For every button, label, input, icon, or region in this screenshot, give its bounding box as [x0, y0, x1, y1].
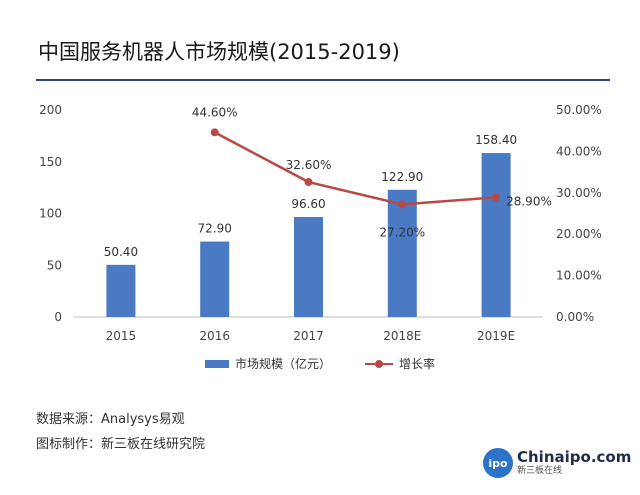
- left-axis-tick-label: 0: [54, 310, 62, 324]
- growth-rate-point: [398, 200, 407, 209]
- right-axis-tick-label: 10.00%: [556, 269, 602, 283]
- right-axis-tick-label: 30.00%: [556, 186, 602, 200]
- chart-credit: 图标制作：新三板在线研究院: [36, 437, 206, 452]
- left-axis-tick-label: 200: [39, 103, 62, 117]
- legend-item-line: 增长率: [365, 355, 435, 372]
- bar: [481, 153, 511, 317]
- right-axis-tick-label: 20.00%: [556, 227, 602, 241]
- data-source: 数据来源：Analysys易观: [36, 412, 185, 427]
- bar: [106, 264, 136, 317]
- growth-rate-point: [210, 128, 219, 137]
- bar-data-label: 50.40: [104, 245, 138, 259]
- legend-line-swatch: [365, 359, 393, 369]
- legend-line-label: 增长率: [399, 357, 436, 371]
- x-axis-tick-label: 2016: [199, 329, 230, 343]
- bar: [200, 241, 230, 317]
- chart-title: 中国服务机器人市场规模(2015-2019): [38, 40, 400, 64]
- right-axis-tick-label: 50.00%: [556, 103, 602, 117]
- bar-data-label: 72.90: [198, 222, 232, 236]
- x-axis-tick-label: 2015: [106, 329, 137, 343]
- left-axis-tick-label: 100: [39, 207, 62, 221]
- bar-data-label: 96.60: [291, 197, 325, 211]
- left-axis-tick-label: 150: [39, 155, 62, 169]
- bar-data-label: 158.40: [475, 133, 517, 147]
- growth-rate-label: 28.90%: [506, 194, 552, 208]
- x-axis-tick-label: 2019E: [477, 329, 515, 343]
- chinaipo-logo: ipo Chinaipo.com 新三板在线: [483, 446, 631, 480]
- legend-bar-swatch: [204, 359, 229, 368]
- growth-rate-point: [304, 178, 313, 187]
- growth-rate-label: 44.60%: [192, 105, 238, 119]
- growth-rate-label: 27.20%: [379, 225, 425, 239]
- x-axis-tick-label: 2018E: [383, 329, 421, 343]
- growth-rate-line: [214, 131, 497, 206]
- left-axis-tick-label: 50: [47, 258, 62, 272]
- title-divider: [36, 79, 610, 81]
- right-axis-tick-label: 0.00%: [556, 310, 594, 324]
- growth-rate-point: [492, 193, 501, 202]
- bar-data-label: 122.90: [381, 170, 423, 184]
- logo-mark: ipo: [483, 448, 513, 478]
- legend-item-bar: 市场规模（亿元）: [204, 355, 331, 372]
- growth-rate-label: 32.60%: [286, 158, 332, 172]
- legend-bar-label: 市场规模（亿元）: [234, 357, 331, 371]
- bar: [387, 189, 417, 317]
- logo-name: Chinaipo.com: [517, 448, 632, 466]
- logo-text: Chinaipo.com 新三板在线: [517, 450, 631, 476]
- right-axis-tick-label: 40.00%: [556, 144, 602, 158]
- x-axis-tick-label: 2017: [293, 329, 324, 343]
- bar: [294, 217, 323, 317]
- chart-legend: 市场规模（亿元） 增长率: [0, 355, 640, 372]
- logo-tagline: 新三板在线: [517, 466, 563, 476]
